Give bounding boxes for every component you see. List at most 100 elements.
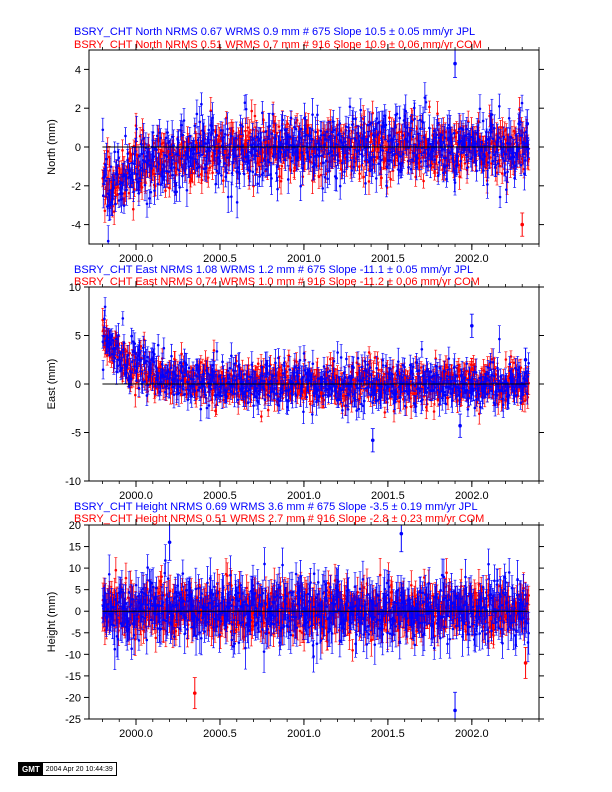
east-outlier-point xyxy=(458,413,463,438)
east-y-tick-label: 5 xyxy=(75,331,81,343)
north-point-jpl xyxy=(123,127,127,145)
east-point-jpl xyxy=(101,360,105,380)
north-point-jpl xyxy=(520,94,524,112)
north-point-jpl xyxy=(286,165,290,194)
east-y-tick-label: 10 xyxy=(69,282,81,294)
height-y-tick-label: -15 xyxy=(65,671,81,683)
height-point-com xyxy=(378,558,382,593)
east-point-jpl xyxy=(215,342,219,361)
east-point-com xyxy=(133,382,137,408)
north-point-jpl xyxy=(481,112,485,130)
height-point-jpl xyxy=(137,630,141,651)
east-panel: BSRY_CHT East NRMS 1.08 WRMS 1.2 mm # 67… xyxy=(46,264,544,502)
north-point-jpl xyxy=(315,104,319,125)
east-point-com xyxy=(383,406,387,418)
east-point-jpl xyxy=(497,325,501,353)
north-point-jpl xyxy=(179,113,183,137)
north-title-com: BSRY_CHT North NRMS 0.51 WRMS 0.7 mm # 9… xyxy=(74,39,482,51)
north-point-jpl xyxy=(398,105,402,131)
height-series-jpl xyxy=(101,544,531,673)
east-outlier-point xyxy=(523,347,528,372)
east-y-tick-label: 0 xyxy=(75,379,81,391)
east-point-jpl xyxy=(162,337,166,359)
east-point-com xyxy=(373,351,377,364)
height-point-jpl xyxy=(263,547,267,581)
height-point-com xyxy=(351,639,355,662)
north-point-com xyxy=(303,148,307,171)
height-x-tick-label: 2000.5 xyxy=(203,728,237,740)
height-point-jpl xyxy=(163,544,167,577)
north-point-com xyxy=(206,167,210,188)
north-point-com xyxy=(295,113,299,128)
north-point-com xyxy=(422,173,426,189)
height-point-com xyxy=(124,562,128,594)
east-point-jpl xyxy=(336,341,340,364)
east-point-com xyxy=(432,403,436,420)
east-point-jpl xyxy=(156,334,160,357)
height-x-tick-label: 2001.5 xyxy=(371,728,405,740)
height-outlier-point xyxy=(399,524,404,553)
north-point-com xyxy=(253,104,257,128)
north-point-com xyxy=(279,168,283,195)
height-ylabel: Height (mm) xyxy=(46,592,58,653)
height-panel: BSRY_CHT Height NRMS 0.69 WRMS 3.6 mm # … xyxy=(46,501,544,740)
north-point-com xyxy=(252,175,256,197)
height-y-tick-label: 20 xyxy=(69,520,81,532)
north-y-tick-label: 0 xyxy=(75,142,81,154)
north-point-jpl xyxy=(195,99,199,129)
height-point-jpl xyxy=(181,559,185,588)
north-point-com xyxy=(103,198,107,223)
east-point-jpl xyxy=(199,397,203,422)
height-y-tick-label: -5 xyxy=(71,628,81,640)
north-panel: BSRY_CHT North NRMS 0.67 WRMS 0.9 mm # 6… xyxy=(46,26,544,265)
east-series-jpl xyxy=(101,297,531,424)
north-outlier-point xyxy=(520,212,525,237)
north-point-jpl xyxy=(226,180,230,214)
north-point-jpl xyxy=(230,161,234,186)
north-title-jpl: BSRY_CHT North NRMS 0.67 WRMS 0.9 mm # 6… xyxy=(74,26,475,38)
north-point-jpl xyxy=(185,173,189,207)
height-outlier-point xyxy=(167,524,172,561)
east-series-com xyxy=(101,307,531,425)
north-point-jpl xyxy=(321,175,325,202)
east-point-jpl xyxy=(344,352,348,366)
north-point-jpl xyxy=(497,93,501,119)
height-y-tick-label: -20 xyxy=(65,692,81,704)
height-x-tick-label: 2001.0 xyxy=(287,728,321,740)
north-point-jpl xyxy=(101,117,105,142)
height-point-jpl xyxy=(281,547,285,583)
height-point-jpl xyxy=(163,563,167,583)
north-point-jpl xyxy=(507,108,511,129)
north-point-com xyxy=(389,171,393,188)
height-y-tick-label: 0 xyxy=(75,606,81,618)
north-point-com xyxy=(246,117,250,138)
north-y-tick-label: -2 xyxy=(71,181,81,193)
north-point-jpl xyxy=(199,92,203,116)
height-point-jpl xyxy=(432,636,436,660)
east-point-jpl xyxy=(121,311,125,326)
east-point-jpl xyxy=(420,341,424,358)
height-outlier-point xyxy=(523,647,528,679)
height-y-tick-label: 15 xyxy=(69,542,81,554)
height-x-tick-label: 2002.0 xyxy=(455,728,489,740)
north-point-com xyxy=(221,168,225,193)
north-y-tick-label: -4 xyxy=(71,220,81,232)
north-point-jpl xyxy=(145,190,149,218)
north-point-jpl xyxy=(113,141,117,163)
north-point-com xyxy=(200,166,204,194)
north-point-com xyxy=(134,112,138,139)
height-y-tick-label: -10 xyxy=(65,649,81,661)
height-point-jpl xyxy=(312,563,316,585)
north-point-com xyxy=(385,180,389,195)
east-outlier-point xyxy=(370,428,375,453)
north-point-jpl xyxy=(229,181,233,212)
north-point-com xyxy=(317,164,321,189)
height-y-tick-label: -25 xyxy=(65,714,81,726)
north-point-jpl xyxy=(251,158,255,186)
north-y-tick-label: 2 xyxy=(75,103,81,115)
north-outlier-point xyxy=(453,49,458,78)
height-point-jpl xyxy=(145,625,149,655)
